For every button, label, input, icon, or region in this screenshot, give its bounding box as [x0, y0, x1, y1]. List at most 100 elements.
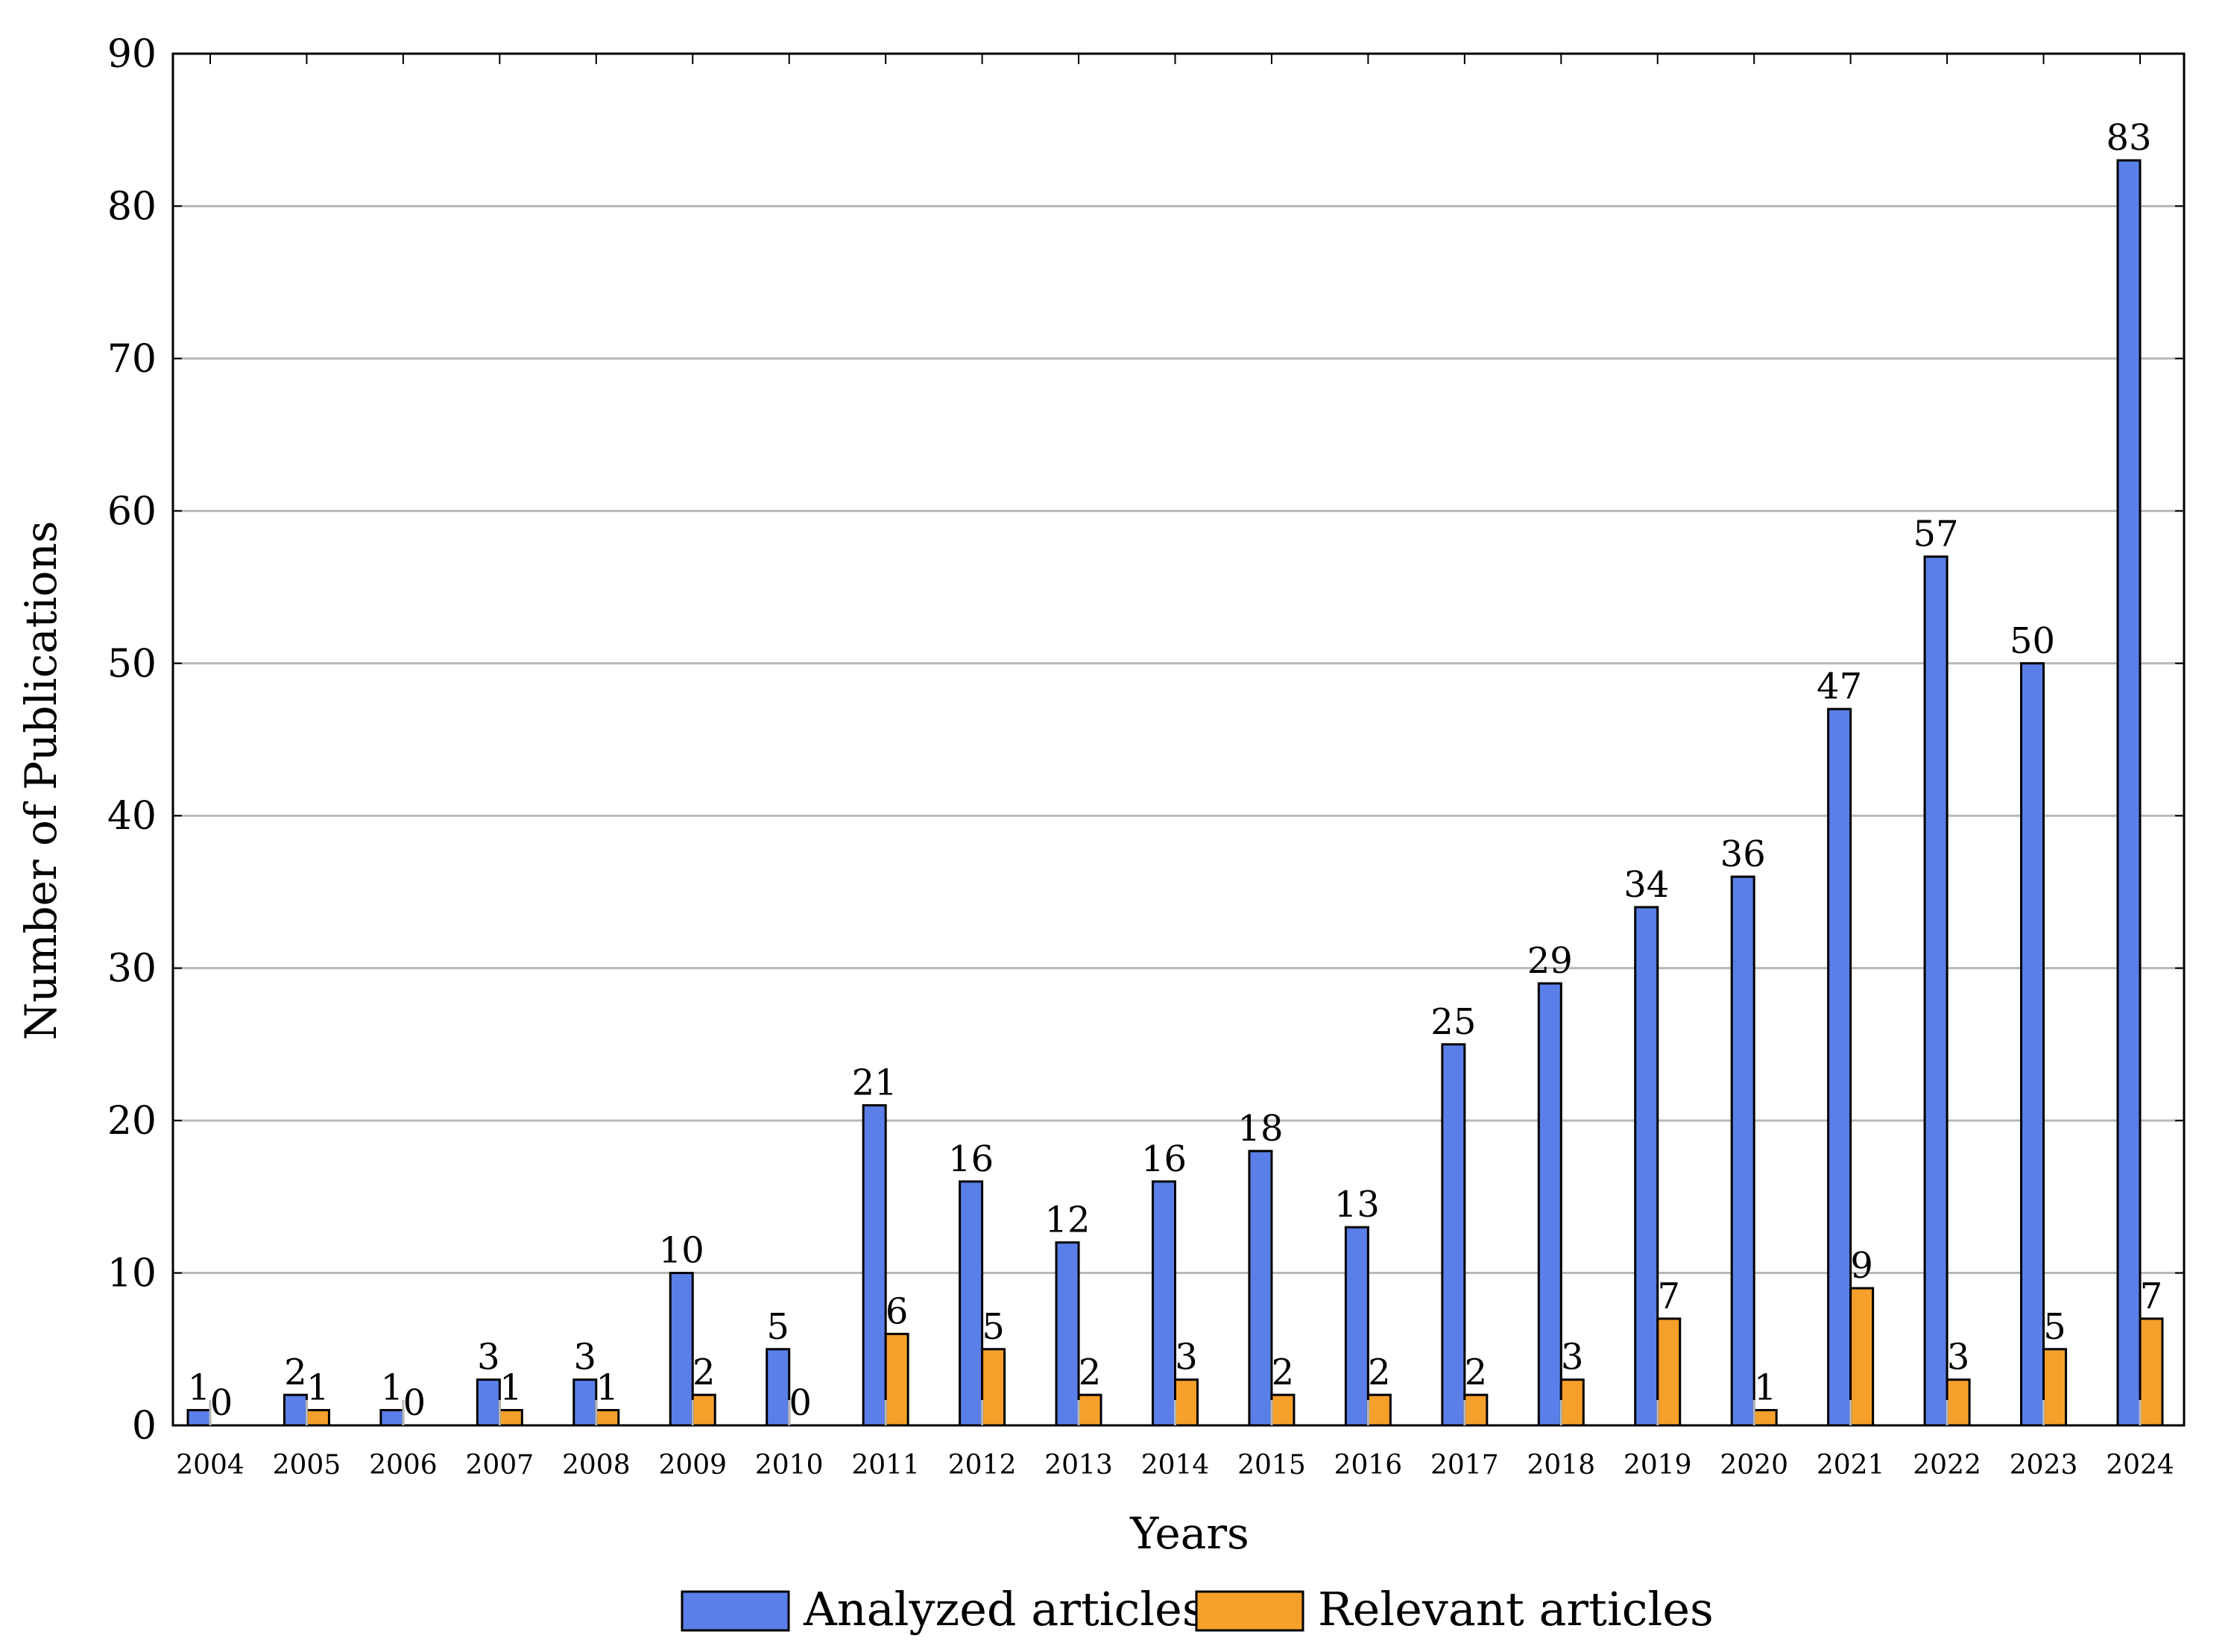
data-label-analyzed: 18	[1237, 1108, 1283, 1150]
bar-relevant	[1270, 1393, 1296, 1427]
bar-analyzed	[476, 1378, 501, 1427]
bar-analyzed	[1923, 555, 1948, 1427]
data-label-relevant: 9	[1850, 1245, 1873, 1287]
y-tick-label: 70	[107, 337, 157, 382]
bar-analyzed	[669, 1272, 694, 1427]
y-tick-label: 90	[107, 32, 157, 77]
data-labels: 1 02 1 1 03131102502161651221631821322522933…	[188, 117, 2163, 1424]
x-tick-label: 2021	[1817, 1450, 1885, 1481]
bar-relevant	[2139, 1317, 2164, 1427]
bar-analyzed	[1344, 1226, 1369, 1427]
plot-frame	[171, 52, 2186, 1427]
y-tick-label: 20	[107, 1099, 157, 1144]
bar-analyzed	[1537, 982, 1562, 1427]
data-label-analyzed: 3	[574, 1337, 597, 1378]
data-label-analyzed: 1	[381, 1367, 404, 1409]
data-label-relevant: 2	[692, 1352, 716, 1393]
data-label-relevant: 3	[1561, 1337, 1584, 1378]
plot-border	[171, 52, 2186, 1427]
x-tick-label: 2022	[1913, 1450, 1981, 1481]
bar-relevant	[1174, 1378, 1199, 1427]
bar-analyzed	[283, 1393, 308, 1427]
x-tick-label: 2018	[1527, 1450, 1595, 1481]
x-tick-label: 2012	[948, 1450, 1017, 1481]
data-label-analyzed: 10	[659, 1230, 704, 1272]
x-tick-label: 2006	[369, 1450, 438, 1481]
bar-relevant	[1559, 1378, 1585, 1427]
bar-relevant	[1752, 1409, 1778, 1427]
data-label-analyzed: 29	[1527, 940, 1573, 982]
data-label-relevant: 2	[1368, 1352, 1391, 1393]
x-tick-label: 2017	[1430, 1450, 1499, 1481]
bar-analyzed	[1634, 906, 1659, 1427]
bar-analyzed	[1827, 707, 1852, 1427]
bar-relevant	[691, 1393, 716, 1427]
bar-analyzed	[379, 1409, 405, 1427]
bar-relevant	[498, 1409, 523, 1427]
bar-analyzed	[572, 1378, 598, 1427]
data-label-relevant: 1	[306, 1367, 329, 1409]
legend: Analyzed articles Relevant articles	[681, 1582, 1714, 1636]
x-tick-label: 2019	[1623, 1450, 1692, 1481]
data-label-analyzed: 16	[1141, 1138, 1187, 1180]
data-label-relevant: 1	[596, 1367, 619, 1409]
data-label-relevant: 5	[982, 1306, 1005, 1348]
data-label-analyzed: 83	[2106, 117, 2151, 159]
y-tick-label: 60	[107, 489, 157, 534]
bar-analyzed	[959, 1180, 984, 1427]
gridlines	[173, 204, 2184, 1275]
data-label-analyzed: 1	[188, 1367, 211, 1409]
data-label-relevant: 7	[1657, 1276, 1680, 1317]
data-label-analyzed: 57	[1913, 514, 1959, 555]
bar-analyzed	[1152, 1180, 1176, 1427]
y-tick-label: 0	[132, 1404, 157, 1448]
bar-analyzed	[186, 1409, 212, 1427]
x-tick-label: 2011	[851, 1450, 920, 1481]
x-tick-label: 2016	[1334, 1450, 1403, 1481]
bar-analyzed	[2020, 662, 2045, 1427]
data-label-relevant: 3	[1175, 1337, 1198, 1378]
data-label-analyzed: 3	[477, 1337, 500, 1378]
data-label-analyzed: 16	[948, 1138, 994, 1180]
bar-analyzed	[862, 1104, 887, 1427]
bar-analyzed	[2116, 159, 2142, 1427]
x-axis-ticks: 2004 2005 2006 2007 2008 2009 2010 2011 2012 2013…	[176, 54, 2174, 1481]
y-tick-label: 40	[107, 794, 157, 839]
data-label-analyzed: 5	[766, 1306, 789, 1348]
x-tick-label: 2020	[1720, 1450, 1788, 1481]
data-label-relevant: 0	[403, 1382, 426, 1424]
x-tick-label: 2013	[1044, 1450, 1113, 1481]
data-label-analyzed: 2	[284, 1352, 307, 1393]
data-label-relevant: 1	[499, 1367, 523, 1409]
data-label-analyzed: 47	[1817, 666, 1862, 707]
legend-label-relevant: Relevant articles	[1318, 1582, 1714, 1636]
x-tick-label: 2008	[562, 1450, 631, 1481]
bar-relevant	[1849, 1287, 1875, 1427]
x-tick-label: 2007	[466, 1450, 534, 1481]
bar-relevant	[1463, 1393, 1489, 1427]
x-tick-label: 2004	[176, 1450, 244, 1481]
x-tick-label: 2010	[755, 1450, 824, 1481]
bar-analyzed	[1055, 1241, 1080, 1427]
bar-analyzed	[1248, 1150, 1273, 1427]
bar-relevant	[1366, 1393, 1392, 1427]
y-tick-label: 80	[107, 184, 157, 229]
x-axis-label: Years	[1129, 1508, 1249, 1559]
data-label-analyzed: 12	[1045, 1199, 1091, 1241]
x-tick-label: 2024	[2106, 1450, 2174, 1481]
data-label-relevant: 5	[2043, 1306, 2066, 1348]
y-axis-label: Number of Publications	[16, 520, 66, 1040]
data-label-analyzed: 25	[1430, 1001, 1476, 1043]
legend-swatch-analyzed	[681, 1590, 790, 1632]
data-label-analyzed: 36	[1720, 833, 1766, 875]
bar-analyzed	[1441, 1043, 1466, 1427]
data-label-relevant: 2	[1272, 1352, 1295, 1393]
data-label-relevant: 3	[1947, 1337, 1970, 1378]
data-label-relevant: 0	[789, 1382, 812, 1424]
bar-relevant	[595, 1409, 620, 1427]
legend-swatch-relevant	[1195, 1590, 1304, 1632]
data-label-relevant: 0	[210, 1382, 233, 1424]
bar-relevant	[2042, 1348, 2068, 1427]
